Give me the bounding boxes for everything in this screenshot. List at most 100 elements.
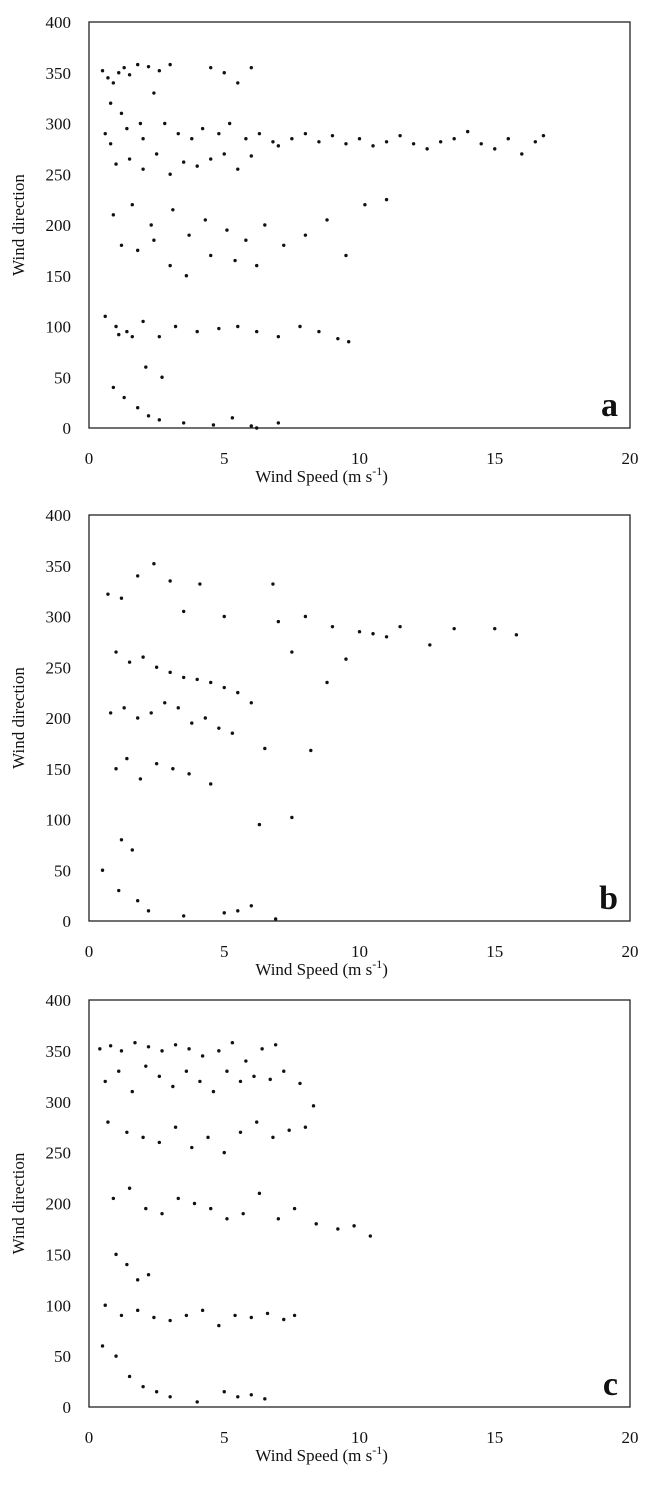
data-point [187, 772, 191, 776]
y-tick-label: 50 [54, 861, 71, 880]
y-tick-label: 300 [46, 115, 72, 134]
data-point [257, 1191, 262, 1196]
y-tick-label: 250 [46, 658, 72, 677]
data-point [309, 748, 313, 753]
data-point [135, 1308, 140, 1313]
data-point [141, 167, 145, 171]
data-point [263, 223, 267, 227]
data-point [222, 152, 226, 156]
y-tick-label: 400 [46, 506, 72, 525]
data-point [506, 137, 510, 141]
data-point [168, 1395, 172, 1399]
data-point [125, 329, 129, 334]
data-point [114, 1354, 118, 1358]
data-point [122, 706, 126, 710]
data-point [384, 635, 389, 639]
y-tick-label: 0 [63, 1398, 72, 1417]
data-point [127, 73, 132, 77]
data-point [255, 1120, 259, 1124]
data-point [479, 142, 483, 146]
data-point [111, 385, 116, 390]
data-point [168, 172, 172, 176]
data-point [357, 137, 362, 141]
data-point [200, 1308, 205, 1313]
y-tick-label: 250 [46, 1144, 72, 1163]
data-point [119, 838, 124, 842]
data-point [108, 142, 113, 146]
data-point [168, 670, 172, 675]
y-tick-label: 50 [54, 368, 71, 387]
data-point [154, 665, 159, 669]
y-tick-label: 150 [46, 760, 72, 779]
data-point [108, 711, 113, 715]
data-point [352, 1224, 356, 1228]
data-point [130, 1089, 134, 1094]
data-point [217, 1049, 221, 1053]
data-point [263, 1397, 267, 1401]
data-point [157, 418, 162, 422]
data-point [244, 238, 248, 242]
y-tick-label: 100 [46, 318, 72, 337]
data-point [152, 91, 156, 95]
data-point [173, 324, 178, 329]
data-point [111, 213, 116, 217]
data-point [290, 137, 294, 141]
data-point [133, 1041, 137, 1045]
data-point [157, 69, 162, 73]
data-point [303, 131, 308, 136]
data-point [236, 324, 240, 329]
data-point [257, 131, 262, 136]
y-tick-label: 200 [46, 216, 72, 235]
data-point [200, 126, 205, 131]
data-point [493, 626, 497, 631]
data-point [122, 65, 126, 70]
data-point [357, 630, 362, 634]
data-point [317, 140, 321, 144]
data-point [157, 1140, 162, 1145]
data-point [244, 137, 248, 141]
data-point [263, 746, 267, 751]
data-point [187, 1047, 191, 1051]
data-point [103, 131, 107, 136]
data-point [176, 1196, 180, 1201]
data-point [282, 1317, 286, 1322]
data-point [168, 62, 172, 67]
y-tick-label: 150 [46, 1245, 72, 1264]
data-point [184, 274, 189, 278]
data-point [146, 909, 151, 913]
data-point [363, 203, 367, 207]
data-point [146, 1273, 151, 1277]
data-point [190, 137, 194, 141]
data-point [141, 1135, 145, 1140]
data-point [249, 701, 253, 705]
data-point [209, 1206, 213, 1211]
data-point [171, 1084, 175, 1089]
data-point [273, 917, 278, 921]
data-point [276, 1217, 281, 1221]
data-point [106, 76, 110, 80]
data-point [163, 701, 167, 705]
x-axis-label: Wind Speed (m s-1) [255, 464, 388, 486]
data-point [209, 65, 213, 70]
data-point [303, 614, 308, 619]
data-point [138, 121, 143, 126]
data-point [493, 147, 497, 151]
data-point [238, 1079, 243, 1084]
data-point [452, 626, 456, 631]
data-point [217, 131, 221, 136]
data-point [336, 1227, 340, 1231]
data-point [314, 1222, 318, 1226]
y-tick-label: 200 [46, 1195, 72, 1214]
data-point [255, 426, 259, 430]
data-point [384, 140, 389, 144]
data-point [127, 660, 132, 664]
data-point [157, 334, 162, 339]
y-tick-label: 300 [46, 1093, 72, 1112]
data-point [198, 1079, 202, 1084]
data-point [257, 822, 262, 827]
data-point [206, 1135, 210, 1140]
data-point [249, 154, 253, 158]
data-point [157, 1074, 162, 1079]
data-point [222, 685, 226, 690]
